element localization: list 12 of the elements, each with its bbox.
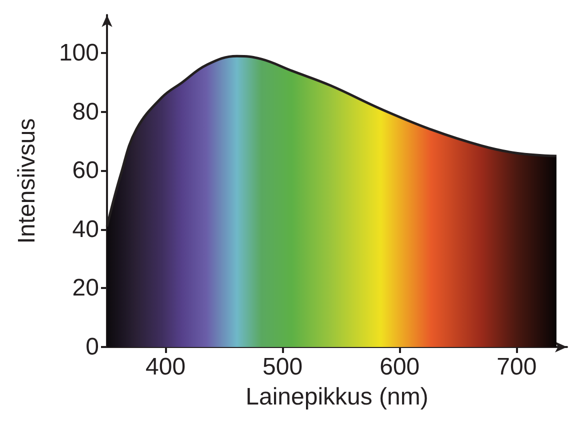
y-tick-label: 60 [72,157,99,184]
y-tick-label: 20 [72,274,99,302]
x-tick-label: 500 [262,354,303,380]
x-tick-label: 700 [496,354,537,380]
x-tick-label: 400 [146,354,186,380]
y-axis-title: Intensiivsus [14,118,40,244]
y-tick-label: 0 [86,334,99,360]
y-tick-label: 40 [72,216,99,243]
y-tick-label: 80 [72,98,99,126]
x-tick-label: 600 [380,354,420,380]
x-axis-title: Lainepikkus (nm) [246,384,428,410]
y-tick-label: 100 [58,40,99,67]
